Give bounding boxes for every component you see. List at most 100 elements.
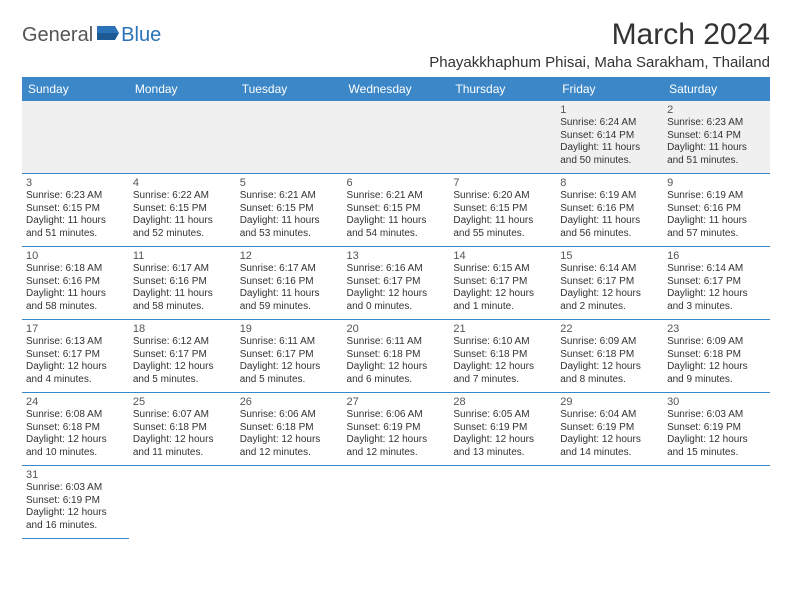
sunset-text: Sunset: 6:19 PM xyxy=(347,422,446,435)
day-number: 27 xyxy=(347,396,446,408)
day-number: 7 xyxy=(453,177,552,189)
day-number: 1 xyxy=(560,104,659,116)
daylight-text: Daylight: 11 hours xyxy=(453,215,552,228)
sunrise-text: Sunrise: 6:24 AM xyxy=(560,117,659,130)
calendar-day-cell: 31Sunrise: 6:03 AMSunset: 6:19 PMDayligh… xyxy=(22,466,129,539)
calendar-week-row: 24Sunrise: 6:08 AMSunset: 6:18 PMDayligh… xyxy=(22,393,770,466)
calendar-day-cell: 3Sunrise: 6:23 AMSunset: 6:15 PMDaylight… xyxy=(22,174,129,247)
sunrise-text: Sunrise: 6:14 AM xyxy=(667,263,766,276)
sunset-text: Sunset: 6:18 PM xyxy=(133,422,232,435)
daylight-text: Daylight: 11 hours xyxy=(26,288,125,301)
daylight-text: and 9 minutes. xyxy=(667,374,766,387)
daylight-text: Daylight: 12 hours xyxy=(347,434,446,447)
sunset-text: Sunset: 6:15 PM xyxy=(453,203,552,216)
sunset-text: Sunset: 6:19 PM xyxy=(453,422,552,435)
sunset-text: Sunset: 6:18 PM xyxy=(240,422,339,435)
sunrise-text: Sunrise: 6:07 AM xyxy=(133,409,232,422)
calendar-day-cell: 12Sunrise: 6:17 AMSunset: 6:16 PMDayligh… xyxy=(236,247,343,320)
daylight-text: Daylight: 12 hours xyxy=(453,288,552,301)
sunrise-text: Sunrise: 6:17 AM xyxy=(133,263,232,276)
calendar-table: Sunday Monday Tuesday Wednesday Thursday… xyxy=(22,77,770,539)
daylight-text: and 52 minutes. xyxy=(133,228,232,241)
calendar-day-cell: 10Sunrise: 6:18 AMSunset: 6:16 PMDayligh… xyxy=(22,247,129,320)
calendar-day-cell: 4Sunrise: 6:22 AMSunset: 6:15 PMDaylight… xyxy=(129,174,236,247)
sunrise-text: Sunrise: 6:11 AM xyxy=(240,336,339,349)
day-number: 2 xyxy=(667,104,766,116)
calendar-day-cell: 13Sunrise: 6:16 AMSunset: 6:17 PMDayligh… xyxy=(343,247,450,320)
daylight-text: Daylight: 11 hours xyxy=(347,215,446,228)
daylight-text: and 5 minutes. xyxy=(240,374,339,387)
calendar-day-cell xyxy=(129,101,236,174)
weekday-header: Saturday xyxy=(663,77,770,101)
day-number: 21 xyxy=(453,323,552,335)
sunset-text: Sunset: 6:17 PM xyxy=(26,349,125,362)
daylight-text: Daylight: 12 hours xyxy=(26,361,125,374)
weekday-header: Wednesday xyxy=(343,77,450,101)
calendar-day-cell: 14Sunrise: 6:15 AMSunset: 6:17 PMDayligh… xyxy=(449,247,556,320)
sunset-text: Sunset: 6:14 PM xyxy=(667,130,766,143)
daylight-text: Daylight: 12 hours xyxy=(453,434,552,447)
sunrise-text: Sunrise: 6:21 AM xyxy=(347,190,446,203)
daylight-text: Daylight: 12 hours xyxy=(347,288,446,301)
day-number: 20 xyxy=(347,323,446,335)
sunset-text: Sunset: 6:15 PM xyxy=(240,203,339,216)
calendar-day-cell: 11Sunrise: 6:17 AMSunset: 6:16 PMDayligh… xyxy=(129,247,236,320)
day-number: 19 xyxy=(240,323,339,335)
sunset-text: Sunset: 6:16 PM xyxy=(133,276,232,289)
daylight-text: Daylight: 12 hours xyxy=(133,434,232,447)
day-number: 4 xyxy=(133,177,232,189)
sunrise-text: Sunrise: 6:23 AM xyxy=(26,190,125,203)
sunset-text: Sunset: 6:18 PM xyxy=(347,349,446,362)
sunrise-text: Sunrise: 6:20 AM xyxy=(453,190,552,203)
daylight-text: Daylight: 11 hours xyxy=(240,288,339,301)
daylight-text: Daylight: 11 hours xyxy=(240,215,339,228)
logo: General Blue xyxy=(22,18,161,47)
calendar-day-cell: 23Sunrise: 6:09 AMSunset: 6:18 PMDayligh… xyxy=(663,320,770,393)
calendar-week-row: 31Sunrise: 6:03 AMSunset: 6:19 PMDayligh… xyxy=(22,466,770,539)
day-number: 8 xyxy=(560,177,659,189)
sunset-text: Sunset: 6:17 PM xyxy=(560,276,659,289)
calendar-day-cell: 20Sunrise: 6:11 AMSunset: 6:18 PMDayligh… xyxy=(343,320,450,393)
sunrise-text: Sunrise: 6:21 AM xyxy=(240,190,339,203)
daylight-text: Daylight: 11 hours xyxy=(26,215,125,228)
day-number: 6 xyxy=(347,177,446,189)
sunset-text: Sunset: 6:19 PM xyxy=(667,422,766,435)
sunrise-text: Sunrise: 6:03 AM xyxy=(26,482,125,495)
sunrise-text: Sunrise: 6:04 AM xyxy=(560,409,659,422)
calendar-day-cell xyxy=(449,101,556,174)
day-number: 24 xyxy=(26,396,125,408)
calendar-day-cell: 24Sunrise: 6:08 AMSunset: 6:18 PMDayligh… xyxy=(22,393,129,466)
sunset-text: Sunset: 6:18 PM xyxy=(26,422,125,435)
day-number: 23 xyxy=(667,323,766,335)
weekday-header: Friday xyxy=(556,77,663,101)
daylight-text: and 51 minutes. xyxy=(667,155,766,168)
daylight-text: Daylight: 12 hours xyxy=(133,361,232,374)
calendar-day-cell: 8Sunrise: 6:19 AMSunset: 6:16 PMDaylight… xyxy=(556,174,663,247)
day-number: 9 xyxy=(667,177,766,189)
daylight-text: and 55 minutes. xyxy=(453,228,552,241)
daylight-text: and 50 minutes. xyxy=(560,155,659,168)
day-number: 26 xyxy=(240,396,339,408)
daylight-text: and 54 minutes. xyxy=(347,228,446,241)
daylight-text: and 59 minutes. xyxy=(240,301,339,314)
daylight-text: and 5 minutes. xyxy=(133,374,232,387)
daylight-text: and 16 minutes. xyxy=(26,520,125,533)
daylight-text: and 57 minutes. xyxy=(667,228,766,241)
weekday-header: Monday xyxy=(129,77,236,101)
calendar-day-cell xyxy=(22,101,129,174)
sunset-text: Sunset: 6:15 PM xyxy=(133,203,232,216)
day-number: 3 xyxy=(26,177,125,189)
daylight-text: and 15 minutes. xyxy=(667,447,766,460)
calendar-day-cell: 25Sunrise: 6:07 AMSunset: 6:18 PMDayligh… xyxy=(129,393,236,466)
sunrise-text: Sunrise: 6:05 AM xyxy=(453,409,552,422)
day-number: 12 xyxy=(240,250,339,262)
sunrise-text: Sunrise: 6:23 AM xyxy=(667,117,766,130)
daylight-text: and 6 minutes. xyxy=(347,374,446,387)
calendar-week-row: 1Sunrise: 6:24 AMSunset: 6:14 PMDaylight… xyxy=(22,101,770,174)
daylight-text: Daylight: 12 hours xyxy=(26,507,125,520)
sunset-text: Sunset: 6:16 PM xyxy=(26,276,125,289)
daylight-text: Daylight: 11 hours xyxy=(133,215,232,228)
sunset-text: Sunset: 6:19 PM xyxy=(26,495,125,508)
calendar-week-row: 3Sunrise: 6:23 AMSunset: 6:15 PMDaylight… xyxy=(22,174,770,247)
daylight-text: Daylight: 12 hours xyxy=(667,434,766,447)
